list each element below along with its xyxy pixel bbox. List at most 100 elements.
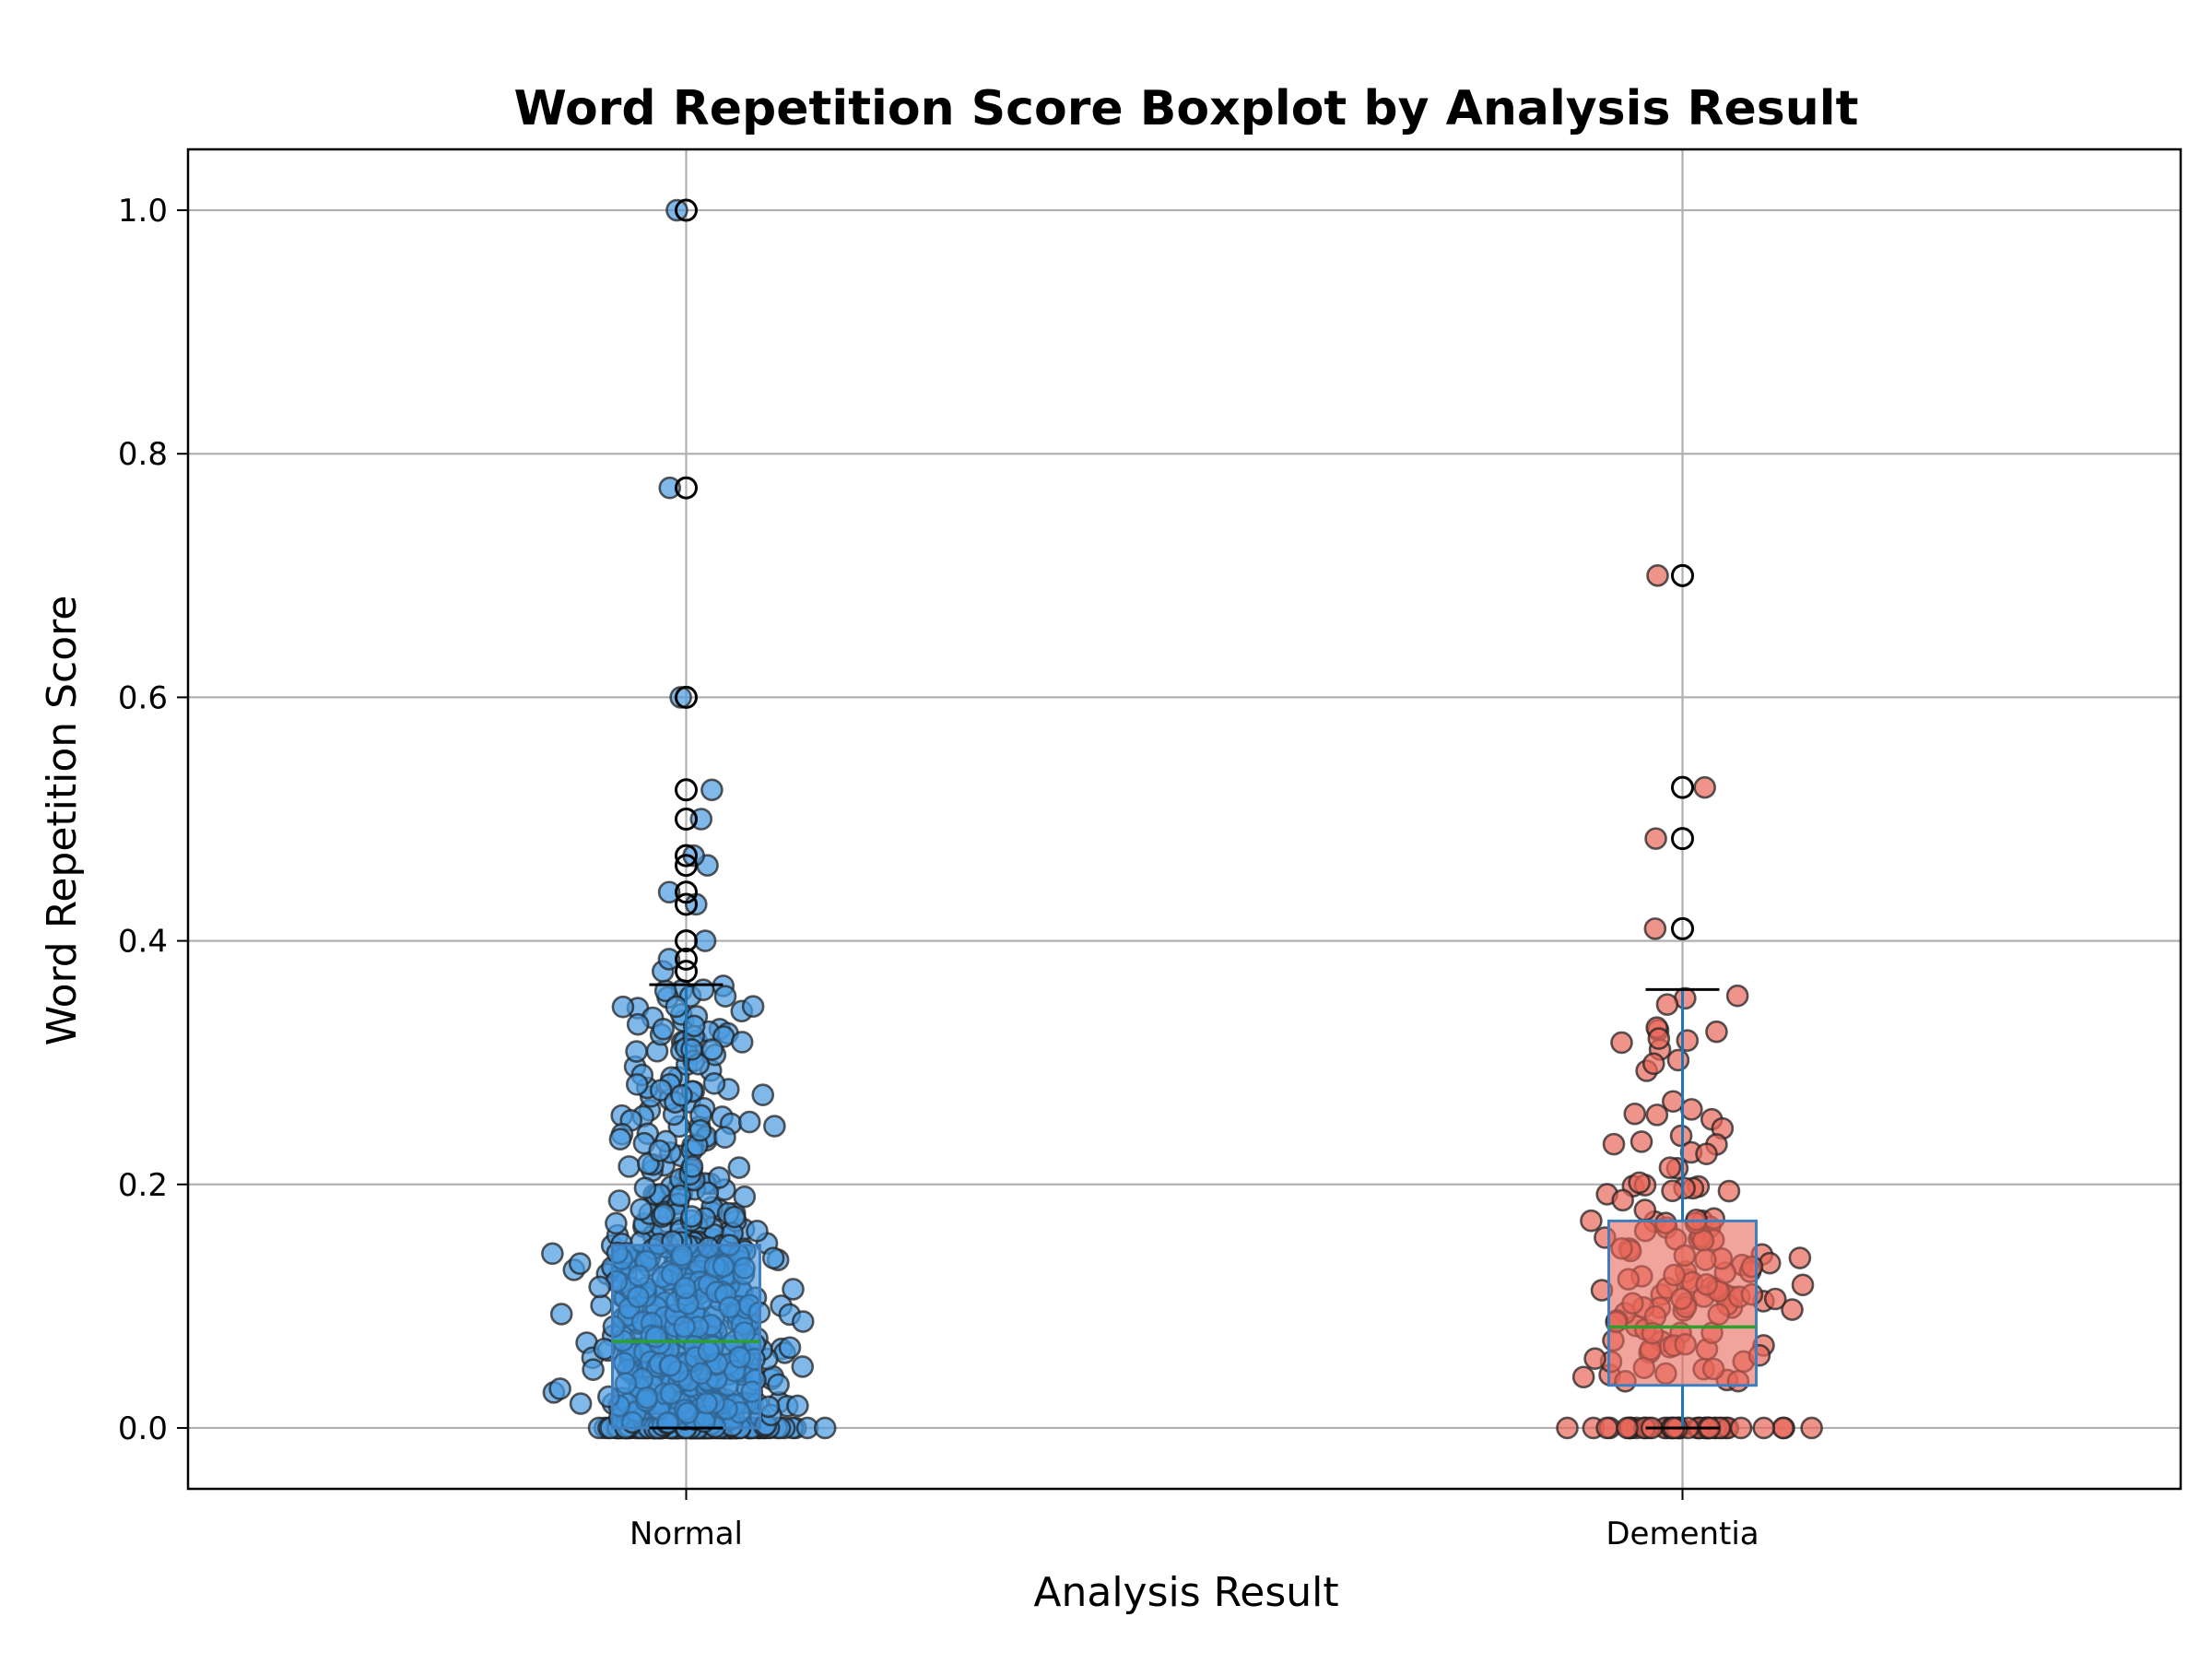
data-point: [1644, 827, 1667, 850]
data-point: [1763, 1287, 1787, 1311]
data-point: [1580, 1209, 1603, 1233]
data-point: [658, 476, 682, 500]
data-point: [713, 1126, 736, 1150]
y-tick-label: 1.0: [118, 193, 168, 230]
data-point: [688, 1118, 712, 1142]
data-point: [1781, 1298, 1804, 1321]
outlier-point: [675, 854, 698, 878]
outlier-point: [675, 947, 698, 971]
data-point: [1641, 1052, 1665, 1076]
outlier-point: [1671, 775, 1694, 799]
data-point: [541, 1242, 564, 1266]
data-point: [626, 1012, 650, 1036]
data-point: [1788, 1246, 1812, 1269]
data-point: [782, 1278, 805, 1301]
data-point: [1571, 1365, 1595, 1389]
data-point: [657, 948, 681, 971]
data-point: [625, 1073, 649, 1096]
data-point: [625, 1040, 648, 1063]
data-point: [588, 1275, 612, 1299]
y-tick-label: 0.2: [118, 1167, 168, 1204]
data-point: [778, 1336, 802, 1360]
data-point: [657, 880, 681, 904]
data-point: [680, 1205, 703, 1228]
data-point: [1752, 1416, 1776, 1440]
data-point: [1771, 1416, 1795, 1440]
outlier-point: [675, 198, 698, 222]
outliers: [675, 198, 1694, 984]
data-point: [791, 1355, 815, 1378]
outlier-point: [675, 892, 698, 916]
x-tick-label-dementia: Dementia: [1606, 1516, 1759, 1552]
outlier-point: [675, 476, 698, 500]
outlier-point: [675, 960, 698, 984]
data-point: [582, 1358, 605, 1381]
data-point: [1729, 1416, 1753, 1440]
data-point: [702, 1072, 726, 1095]
data-point: [767, 1373, 790, 1397]
y-tick-label: 0.0: [118, 1410, 168, 1447]
data-point: [691, 978, 715, 1002]
data-point: [549, 1303, 573, 1326]
data-point: [791, 1310, 815, 1333]
data-point: [727, 1156, 751, 1179]
data-point: [633, 1176, 657, 1199]
data-point: [605, 1211, 628, 1235]
data-point: [652, 1017, 675, 1041]
data-point: [723, 1205, 747, 1229]
data-point: [757, 1395, 781, 1419]
data-point: [1680, 1098, 1703, 1121]
data-point: [1717, 1179, 1741, 1203]
data-point: [1602, 1132, 1626, 1156]
data-point: [786, 1394, 809, 1418]
data-point: [649, 1079, 673, 1102]
data-point: [1616, 1416, 1639, 1440]
data-point: [1655, 993, 1679, 1016]
data-point: [730, 1031, 754, 1054]
data-point: [548, 1377, 571, 1400]
box-normal: [611, 1244, 761, 1430]
data-point: [665, 995, 688, 1019]
data-point: [1676, 1029, 1700, 1052]
data-point: [1633, 1198, 1657, 1221]
data-point: [733, 1185, 757, 1209]
data-point: [746, 1220, 769, 1243]
data-point: [1583, 1347, 1606, 1371]
data-point: [608, 1127, 632, 1151]
data-point: [648, 1139, 671, 1162]
outlier-point: [1671, 563, 1694, 587]
outlier-point: [675, 808, 698, 831]
data-point: [1666, 1048, 1690, 1072]
plot-frame: [186, 148, 2183, 1491]
data-point: [1658, 1156, 1682, 1179]
outlier-point: [675, 880, 698, 904]
outlier-point: [675, 685, 698, 709]
data-point: [1645, 1103, 1669, 1127]
data-point: [751, 1083, 775, 1107]
data-point: [1556, 1416, 1579, 1440]
data-point: [763, 1115, 786, 1138]
data-point: [1630, 1130, 1653, 1153]
outlier-point: [675, 929, 698, 953]
data-point: [680, 1038, 703, 1061]
data-point: [629, 1198, 653, 1221]
data-point: [1610, 1031, 1633, 1055]
data-point: [813, 1416, 837, 1440]
y-axis-label: Word Repetition Score: [39, 596, 86, 1046]
data-point: [569, 1392, 593, 1415]
x-axis-label: Analysis Result: [1033, 1569, 1338, 1616]
y-tick-label: 0.6: [118, 679, 168, 716]
data-point: [1661, 1179, 1684, 1203]
data-point: [693, 929, 717, 952]
grid-lines: [188, 149, 2181, 1489]
data-point: [707, 1166, 731, 1189]
data-point: [590, 1293, 613, 1317]
data-point: [607, 1189, 631, 1212]
y-tick-label: 0.4: [118, 924, 168, 961]
axes: 0.0 0.2 0.4 0.6 0.8 1.0 Normal Dementia: [118, 193, 1759, 1552]
data-point: [682, 1014, 706, 1038]
data-point: [618, 1155, 641, 1178]
outlier-point: [1671, 827, 1694, 851]
